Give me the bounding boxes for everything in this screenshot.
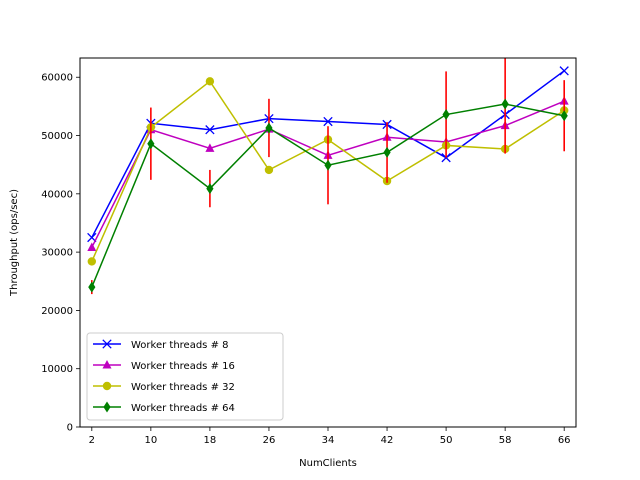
y-tick-label: 0 <box>67 423 73 434</box>
y-axis-label: Throughput (ops/sec) <box>9 189 20 297</box>
legend-item: Worker threads # 8 <box>93 339 229 351</box>
diamond-marker <box>103 401 111 413</box>
diamond-marker <box>383 146 391 158</box>
y-tick-label: 20000 <box>41 306 73 317</box>
x-marker <box>323 116 333 127</box>
diamond-marker <box>265 122 273 134</box>
legend-label: Worker threads # 8 <box>131 340 229 351</box>
y-tick-label: 30000 <box>41 248 73 259</box>
x-tick-label: 66 <box>558 435 571 446</box>
diamond-marker <box>560 110 568 122</box>
data-series <box>88 58 568 295</box>
x-marker <box>205 125 215 135</box>
diamond-marker <box>147 138 155 150</box>
legend-item: Worker threads # 64 <box>93 401 235 414</box>
triangle-marker <box>102 360 112 369</box>
x-tick-label: 50 <box>440 435 453 446</box>
diamond-marker <box>442 109 450 121</box>
y-tick-label: 40000 <box>41 189 73 200</box>
circle-marker <box>87 257 97 266</box>
x-tick-label: 58 <box>499 435 512 446</box>
diamond-marker <box>501 98 509 110</box>
x-tick-label: 34 <box>322 435 335 446</box>
circle-marker <box>264 165 274 175</box>
ticks-layer: 2 10 18 26 34 42 50 58 66 0 10000 20000 30000 40000 50… <box>41 73 570 446</box>
legend: Worker threads # 8 Worker threads # 16 Wor… <box>86 332 284 421</box>
legend-label: Worker threads # 32 <box>131 382 235 393</box>
legend-label: Worker threads # 16 <box>131 361 235 372</box>
triangle-marker <box>205 143 215 152</box>
circle-marker <box>205 77 215 86</box>
series-layer <box>87 58 569 295</box>
legend-item: Worker threads # 32 <box>93 381 235 393</box>
triangle-marker <box>87 242 97 251</box>
circle-marker <box>102 381 112 391</box>
x-tick-label: 18 <box>204 435 217 446</box>
diamond-marker <box>88 281 96 293</box>
x-tick-label: 2 <box>89 435 95 446</box>
x-tick-label: 10 <box>144 435 157 446</box>
x-marker <box>102 339 112 349</box>
diamond-marker <box>206 183 214 195</box>
y-tick-label: 60000 <box>41 73 73 84</box>
legend-label: Worker threads # 64 <box>131 403 235 414</box>
legend-item: Worker threads # 16 <box>93 360 235 372</box>
x-tick-label: 26 <box>263 435 276 446</box>
y-tick-label: 10000 <box>41 364 73 375</box>
x-marker <box>559 66 569 76</box>
x-tick-label: 42 <box>381 435 394 446</box>
diamond-marker <box>324 159 332 171</box>
legend-box <box>86 332 284 421</box>
x-axis-label: NumClients <box>299 458 357 469</box>
y-tick-label: 50000 <box>41 131 73 142</box>
